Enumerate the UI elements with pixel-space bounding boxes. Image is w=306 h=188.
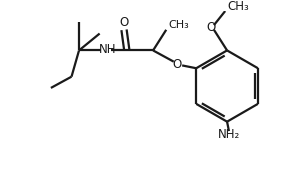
Text: O: O <box>173 58 182 71</box>
Text: O: O <box>207 21 216 34</box>
Text: O: O <box>119 16 129 29</box>
Text: NH: NH <box>99 43 116 56</box>
Text: NH₂: NH₂ <box>218 128 240 141</box>
Text: CH₃: CH₃ <box>227 0 249 13</box>
Text: CH₃: CH₃ <box>168 20 189 30</box>
